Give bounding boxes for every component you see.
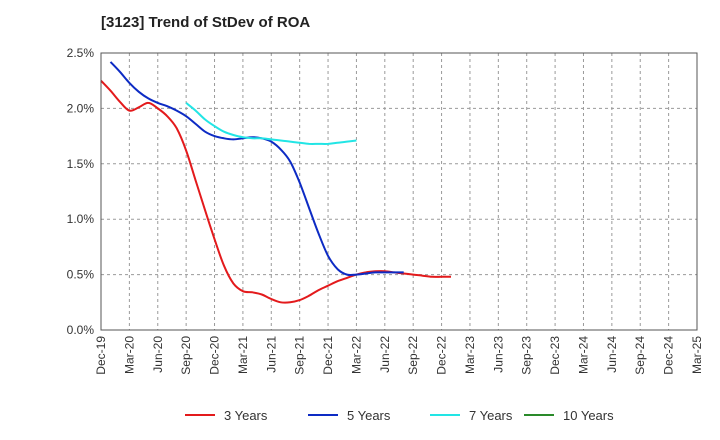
x-tick-label: Dec-20 xyxy=(208,336,222,375)
x-tick-label: Sep-23 xyxy=(520,336,534,375)
x-tick-label: Jun-22 xyxy=(378,336,392,373)
x-tick-label: Dec-19 xyxy=(94,336,108,375)
legend: 3 Years 5 Years 7 Years 10 Years xyxy=(185,408,614,423)
legend-label-10-years: 10 Years xyxy=(563,408,614,423)
x-tick-label: Dec-23 xyxy=(548,336,562,375)
x-tick-label: Dec-24 xyxy=(662,336,676,375)
axis-layer: 0.0% 0.5% 1.0% 1.5% 2.0% 2.5% Dec-19 Mar-20 Jun-… xyxy=(67,46,704,375)
x-tick-label: Sep-24 xyxy=(633,336,647,375)
legend-label-5-years: 5 Years xyxy=(347,408,391,423)
x-tick-label: Jun-21 xyxy=(264,336,278,373)
x-tick-label: Mar-21 xyxy=(236,336,250,374)
x-tick-label: Jun-24 xyxy=(605,336,619,373)
series-line-3-years xyxy=(100,80,451,304)
x-tick-label: Mar-25 xyxy=(690,336,704,374)
x-tick-label: Sep-21 xyxy=(293,336,307,375)
x-tick-label: Mar-23 xyxy=(463,336,477,374)
y-tick-label: 2.5% xyxy=(67,46,95,60)
x-tick-label: Mar-24 xyxy=(576,336,590,374)
x-tick-label: Dec-21 xyxy=(321,336,335,375)
x-tick-label: Mar-22 xyxy=(349,336,363,374)
x-tick-label: Sep-22 xyxy=(406,336,420,375)
legend-label-7-years: 7 Years xyxy=(469,408,513,423)
legend-label-3-years: 3 Years xyxy=(224,408,268,423)
series-layer xyxy=(100,61,451,304)
grid-layer xyxy=(101,52,698,330)
y-tick-label: 0.5% xyxy=(67,268,95,282)
y-tick-label: 0.0% xyxy=(67,323,95,337)
x-tick-label: Jun-23 xyxy=(491,336,505,373)
series-line-7-years xyxy=(185,102,357,145)
y-tick-label: 1.5% xyxy=(67,157,95,171)
plot-frame xyxy=(100,52,698,331)
x-tick-label: Jun-20 xyxy=(151,336,165,373)
y-tick-label: 2.0% xyxy=(67,101,95,115)
x-tick-label: Dec-22 xyxy=(435,336,449,375)
x-tick-label: Mar-20 xyxy=(122,336,136,374)
x-tick-label: Sep-20 xyxy=(179,336,193,375)
y-tick-label: 1.0% xyxy=(67,212,95,226)
series-line-5-years xyxy=(109,61,404,277)
chart-title: [3123] Trend of StDev of ROA xyxy=(101,14,311,31)
